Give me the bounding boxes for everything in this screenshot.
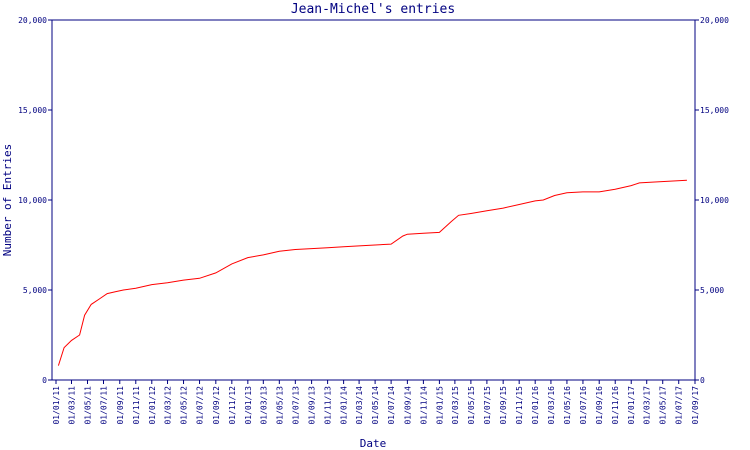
x-tick-label: 01/07/12 (196, 386, 205, 425)
y-axis-label: Number of Entries (1, 144, 14, 257)
y-tick-label-left: 0 (42, 376, 47, 385)
x-tick-label: 01/07/11 (99, 386, 108, 425)
y-tick-label-left: 5,000 (23, 286, 47, 295)
x-tick-label: 01/01/12 (148, 386, 157, 425)
x-tick-label: 01/11/15 (515, 386, 524, 425)
x-tick-label: 01/07/15 (483, 386, 492, 425)
chart-title: Jean-Michel's entries (291, 2, 455, 17)
x-tick-label: 01/11/12 (228, 386, 237, 425)
x-tick-label: 01/09/13 (308, 386, 317, 425)
x-tick-label: 01/03/11 (67, 386, 76, 425)
plot-area (51, 19, 696, 381)
x-tick-label: 01/05/12 (180, 386, 189, 425)
x-tick-label: 01/07/16 (579, 386, 588, 425)
y-tick-label-left: 20,000 (18, 16, 47, 25)
x-tick-label: 01/05/16 (563, 386, 572, 425)
x-tick-label: 01/03/16 (547, 386, 556, 425)
x-tick-label: 01/05/14 (371, 386, 380, 425)
x-tick-label: 01/01/14 (340, 386, 349, 425)
x-tick-label: 01/05/17 (659, 386, 668, 425)
x-tick-label: 01/07/14 (387, 386, 396, 425)
x-tick-label: 01/01/13 (244, 386, 253, 425)
x-tick-label: 01/03/15 (451, 386, 460, 425)
x-tick-label: 01/09/12 (212, 386, 221, 425)
entries-line (57, 179, 687, 366)
x-tick-label: 01/07/13 (291, 386, 300, 425)
x-tick-label: 01/05/15 (467, 386, 476, 425)
x-tick-label: 01/01/17 (627, 386, 636, 425)
x-tick-label: 01/09/14 (403, 386, 412, 425)
x-tick-label: 01/03/13 (259, 386, 268, 425)
x-axis-label: Date (360, 437, 387, 450)
y-tick-label-right: 15,000 (700, 106, 729, 115)
y-tick-label-right: 20,000 (700, 16, 729, 25)
x-tick-label: 01/01/16 (531, 386, 540, 425)
y-tick-label-left: 10,000 (18, 196, 47, 205)
y-tick-label-right: 10,000 (700, 196, 729, 205)
x-tick-label: 01/03/17 (643, 386, 652, 425)
x-tick-label: 01/03/12 (164, 386, 173, 425)
y-axis-left: 0 5,000 10,000 15,000 20,000 (18, 16, 52, 385)
y-axis-right: 0 5,000 10,000 15,000 20,000 (695, 16, 729, 385)
x-tick-label: 01/11/11 (132, 386, 141, 425)
x-tick-label: 01/09/15 (499, 386, 508, 425)
x-tick-label: 01/11/14 (419, 386, 428, 425)
x-axis: 01/01/11 01/03/11 01/05/11 01/07/11 01/09/11… (52, 380, 700, 425)
y-tick-label-right: 0 (700, 376, 705, 385)
x-tick-label: 01/03/14 (355, 386, 364, 425)
x-tick-label: 01/05/11 (83, 386, 92, 425)
y-tick-label-left: 15,000 (18, 106, 47, 115)
y-tick-label-right: 5,000 (700, 286, 724, 295)
x-tick-label: 01/11/13 (324, 386, 333, 425)
x-tick-label: 01/01/15 (435, 386, 444, 425)
x-tick-label: 01/05/13 (275, 386, 284, 425)
x-tick-label: 01/11/16 (611, 386, 620, 425)
x-tick-label: 01/09/16 (595, 386, 604, 425)
x-tick-label: 01/09/17 (691, 386, 700, 425)
x-tick-label: 01/07/17 (675, 386, 684, 425)
x-tick-label: 01/09/11 (116, 386, 125, 425)
x-tick-label: 01/01/11 (52, 386, 61, 425)
